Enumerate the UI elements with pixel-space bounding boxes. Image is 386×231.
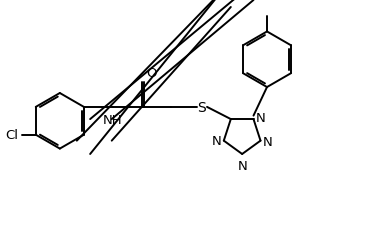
Text: Cl: Cl bbox=[5, 129, 18, 142]
Text: N: N bbox=[263, 135, 273, 148]
Text: N: N bbox=[212, 135, 221, 148]
Text: NH: NH bbox=[103, 113, 123, 126]
Text: N: N bbox=[256, 112, 266, 125]
Text: S: S bbox=[197, 100, 206, 114]
Text: N: N bbox=[237, 160, 247, 173]
Text: O: O bbox=[146, 67, 157, 79]
